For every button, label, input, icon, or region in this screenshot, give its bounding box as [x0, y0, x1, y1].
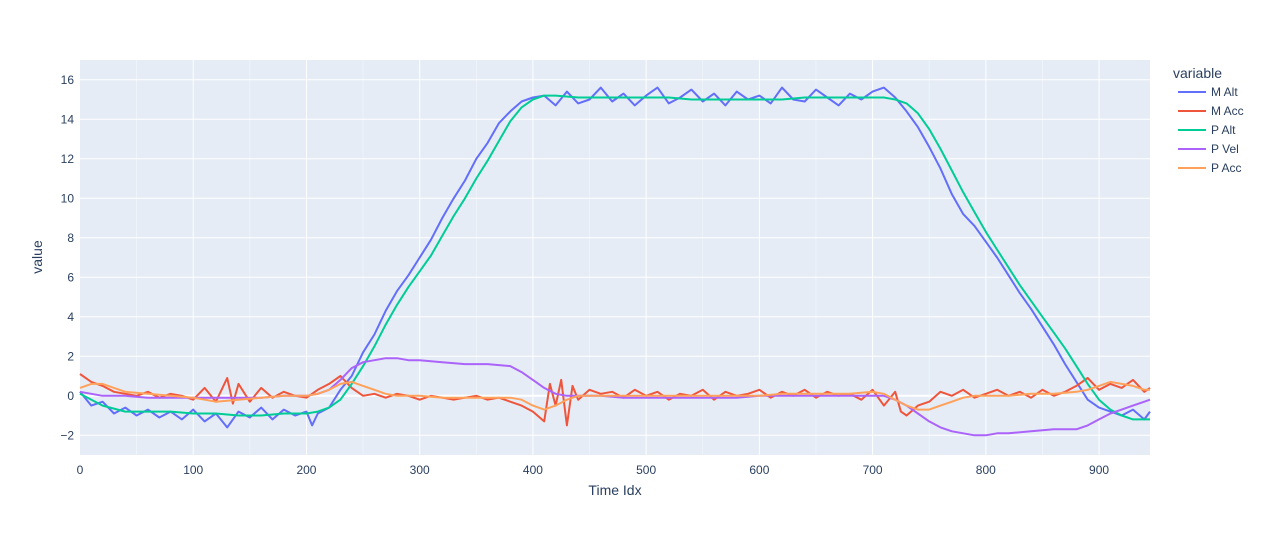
legend-item-m-alt[interactable]: M Alt — [1178, 85, 1238, 99]
x-axis: 0 100 200 300 400 500 600 700 800 900 — [77, 463, 1110, 477]
y-tick-label: 12 — [61, 152, 75, 166]
legend-label: P Alt — [1211, 123, 1236, 137]
legend-title: variable — [1173, 65, 1222, 81]
x-axis-title: Time Idx — [588, 482, 641, 498]
y-tick-label: 0 — [67, 389, 74, 403]
x-tick-label: 300 — [410, 463, 430, 477]
y-tick-label: 10 — [61, 191, 75, 205]
x-tick-label: 200 — [296, 463, 316, 477]
legend-item-m-acc[interactable]: M Acc — [1178, 104, 1244, 118]
x-tick-label: 800 — [976, 463, 996, 477]
y-tick-label: 16 — [61, 73, 75, 87]
series-line-m-alt — [79, 86, 1151, 429]
x-tick-label: 0 — [77, 463, 84, 477]
series-line-m-acc — [79, 373, 1151, 427]
y-tick-label: −2 — [60, 428, 74, 442]
plot-background — [80, 60, 1150, 455]
legend-item-p-vel[interactable]: P Vel — [1178, 142, 1239, 156]
x-tick-label: 700 — [863, 463, 883, 477]
legend-label: P Vel — [1211, 142, 1239, 156]
x-tick-label: 600 — [749, 463, 769, 477]
legend[interactable]: M Alt M Acc P Alt P Vel P Acc — [1178, 85, 1244, 175]
legend-item-p-alt[interactable]: P Alt — [1178, 123, 1236, 137]
series-line-p-alt — [79, 94, 1150, 421]
x-tick-label: 900 — [1089, 463, 1109, 477]
y-tick-label: 14 — [61, 112, 75, 126]
legend-label: M Alt — [1211, 85, 1238, 99]
x-tick-label: 500 — [636, 463, 656, 477]
x-tick-label: 100 — [183, 463, 203, 477]
y-tick-label: 6 — [67, 270, 74, 284]
series-line-p-acc — [79, 380, 1150, 411]
y-axis-title: value — [29, 240, 45, 274]
y-axis: −2 0 2 4 6 8 10 12 14 16 — [60, 73, 74, 443]
legend-label: M Acc — [1211, 104, 1244, 118]
series-lines — [79, 86, 1151, 437]
legend-label: P Acc — [1211, 161, 1241, 175]
y-tick-label: 4 — [67, 310, 74, 324]
legend-item-p-acc[interactable]: P Acc — [1178, 161, 1241, 175]
y-tick-label: 2 — [67, 349, 74, 363]
x-tick-label: 400 — [523, 463, 543, 477]
y-tick-label: 8 — [67, 231, 74, 245]
